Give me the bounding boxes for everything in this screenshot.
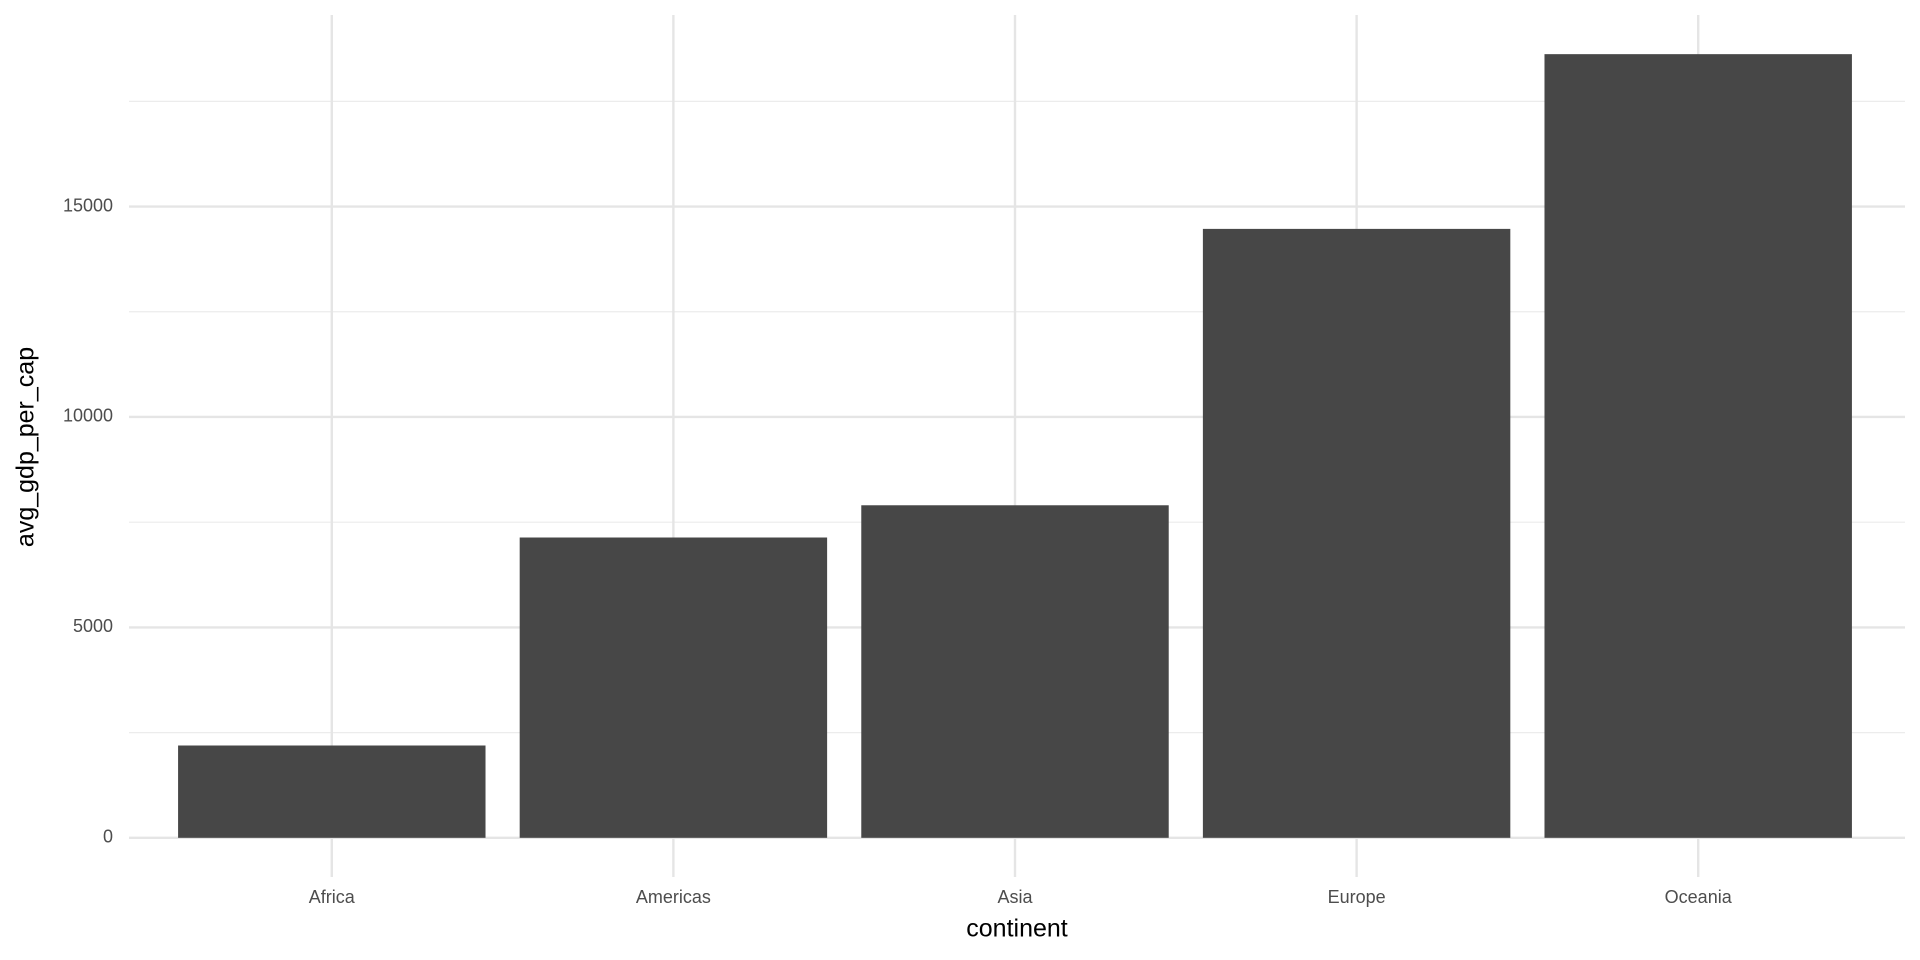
bar <box>861 505 1169 838</box>
bar <box>1544 54 1852 838</box>
x-axis-title: continent <box>966 915 1068 943</box>
bar <box>519 537 828 838</box>
x-tick-label: Asia <box>997 887 1033 907</box>
x-tick-label: Americas <box>636 887 711 907</box>
y-tick-label: 10000 <box>63 406 113 426</box>
bar <box>178 745 486 838</box>
y-tick-label: 15000 <box>63 195 113 215</box>
bar <box>1202 228 1511 838</box>
bars <box>178 54 1852 838</box>
labels: 0 5000 10000 15000 Africa Americas Asia Europe O… <box>63 195 1733 906</box>
x-tick-label: Europe <box>1328 887 1386 907</box>
y-tick-label: 5000 <box>73 616 113 636</box>
x-tick-label: Oceania <box>1665 887 1733 907</box>
y-tick-label: 0 <box>103 827 113 847</box>
y-axis-title: avg_gdp_per_cap <box>12 347 40 547</box>
x-tick-label: Africa <box>309 887 356 907</box>
